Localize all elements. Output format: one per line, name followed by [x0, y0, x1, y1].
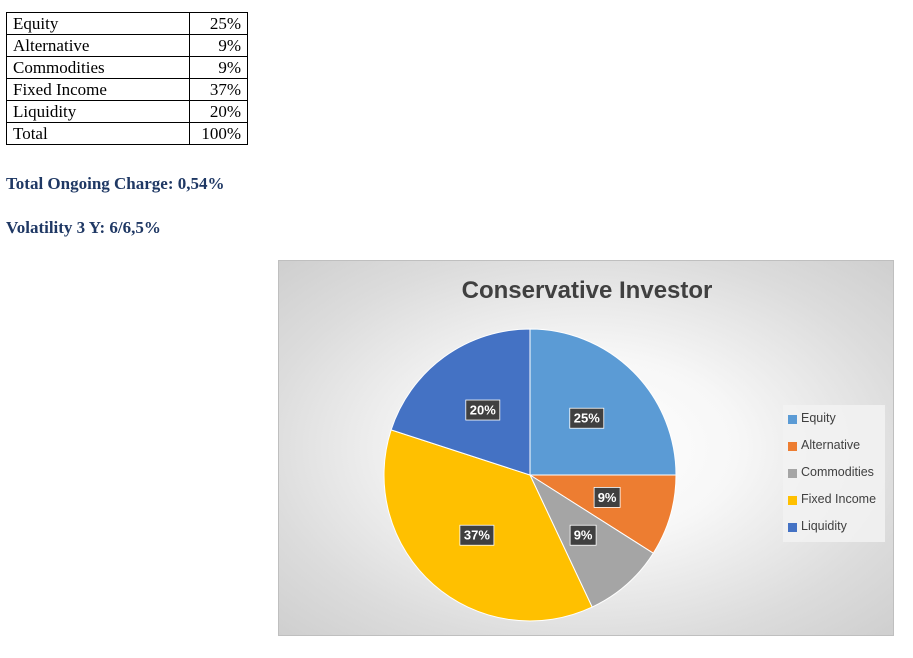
legend-swatch [788, 415, 797, 424]
svg-text:9%: 9% [598, 490, 617, 505]
svg-text:20%: 20% [470, 403, 496, 418]
data-label: 25% [569, 407, 605, 429]
table-cell-name: Liquidity [6, 100, 190, 123]
table-cell-name: Fixed Income [6, 78, 190, 101]
legend-label: Alternative [801, 438, 861, 452]
table-cell-value: 25% [189, 12, 248, 35]
legend-item: Equity [783, 412, 885, 439]
table-cell-value: 37% [189, 78, 248, 101]
pie-chart-canvas: 25% 9% 9% 37% 20% [383, 328, 677, 622]
pie-chart: Conservative Investor 25% 9% 9% 37% 20% Equi… [278, 260, 894, 636]
legend-swatch [788, 523, 797, 532]
legend-label: Liquidity [801, 519, 847, 533]
svg-text:25%: 25% [574, 411, 600, 426]
legend-label: Fixed Income [801, 492, 877, 506]
data-label: 20% [465, 399, 501, 421]
table-cell-name: Commodities [6, 56, 190, 79]
pie-slice-equity [529, 328, 677, 476]
table-row: Commodities 9% [6, 56, 248, 79]
chart-legend: Equity Alternative Commodities Fixed Income… [783, 405, 885, 542]
volatility-text: Volatility 3 Y: 6/6,5% [6, 218, 161, 237]
table-cell-value: 9% [189, 34, 248, 57]
svg-text:37%: 37% [464, 528, 490, 543]
table-row: Alternative 9% [6, 34, 248, 57]
legend-swatch [788, 496, 797, 505]
legend-item: Alternative [783, 439, 885, 466]
table-cell-value: 9% [189, 56, 248, 79]
table-cell-name: Alternative [6, 34, 190, 57]
table-cell-name: Equity [6, 12, 190, 35]
allocation-table: Equity 25% Alternative 9% Commodities 9%… [6, 12, 248, 145]
data-label: 37% [459, 524, 495, 546]
chart-title: Conservative Investor [461, 277, 713, 304]
table-row: Fixed Income 37% [6, 78, 248, 101]
legend-item: Liquidity [783, 520, 885, 547]
table-row: Liquidity 20% [6, 100, 248, 123]
table-cell-value: 20% [189, 100, 248, 123]
legend-swatch [788, 442, 797, 451]
table-row: Equity 25% [6, 12, 248, 35]
table-cell-name: Total [6, 122, 190, 145]
pie-slice-liquidity [390, 328, 531, 476]
data-label: 9% [569, 524, 597, 546]
pie-slice-alternative [528, 474, 677, 554]
svg-text:9%: 9% [574, 528, 593, 543]
legend-label: Commodities [801, 465, 874, 479]
legend-swatch [788, 469, 797, 478]
table-cell-value: 100% [189, 122, 248, 145]
legend-item: Commodities [783, 466, 885, 493]
legend-label: Equity [801, 411, 836, 425]
data-label: 9% [593, 487, 621, 508]
legend-item: Fixed Income [783, 493, 885, 520]
table-row-total: Total 100% [6, 122, 248, 145]
ongoing-charge-text: Total Ongoing Charge: 0,54% [6, 174, 225, 193]
